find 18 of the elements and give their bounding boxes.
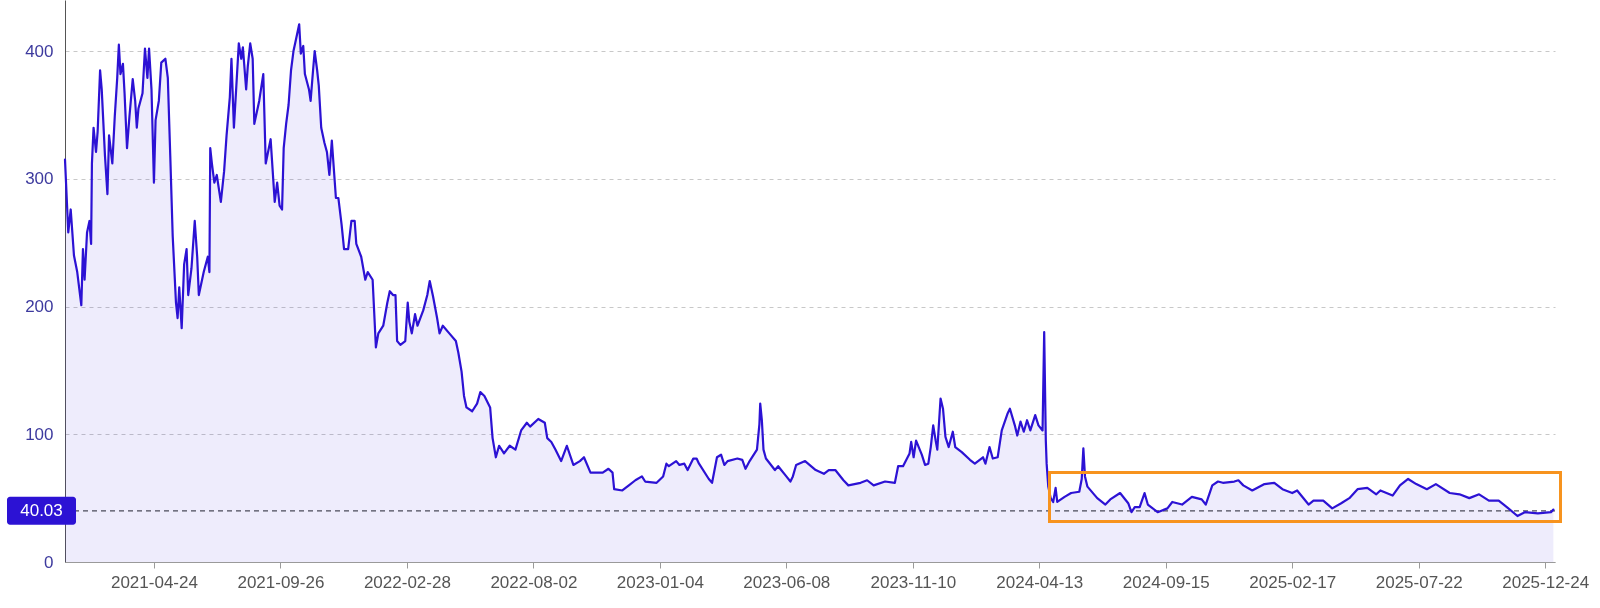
x-tick-label: 2022-02-28 [363,572,451,592]
x-tick-label: 2021-04-24 [110,572,198,592]
x-tick-label: 2023-06-08 [743,572,831,592]
x-tick-label: 2025-12-24 [1502,572,1590,592]
y-tick-label: 0 [44,552,54,572]
x-tick-label: 2021-09-26 [237,572,325,592]
y-tick-label: 200 [25,297,54,317]
ref-line-label: 40.03 [20,500,63,520]
x-tick-label: 2025-02-17 [1249,572,1337,592]
y-tick-label: 400 [25,41,54,61]
y-tick-label: 100 [25,424,54,444]
x-tick-label: 2024-09-15 [1122,572,1210,592]
x-tick-label: 2024-04-13 [996,572,1084,592]
x-tick-label: 2023-11-10 [870,572,957,592]
y-tick-label: 300 [25,169,54,189]
x-tick-label: 2022-08-02 [490,572,578,592]
x-tick-label: 2025-07-22 [1375,572,1463,592]
x-tick-label: 2023-01-04 [616,572,704,592]
